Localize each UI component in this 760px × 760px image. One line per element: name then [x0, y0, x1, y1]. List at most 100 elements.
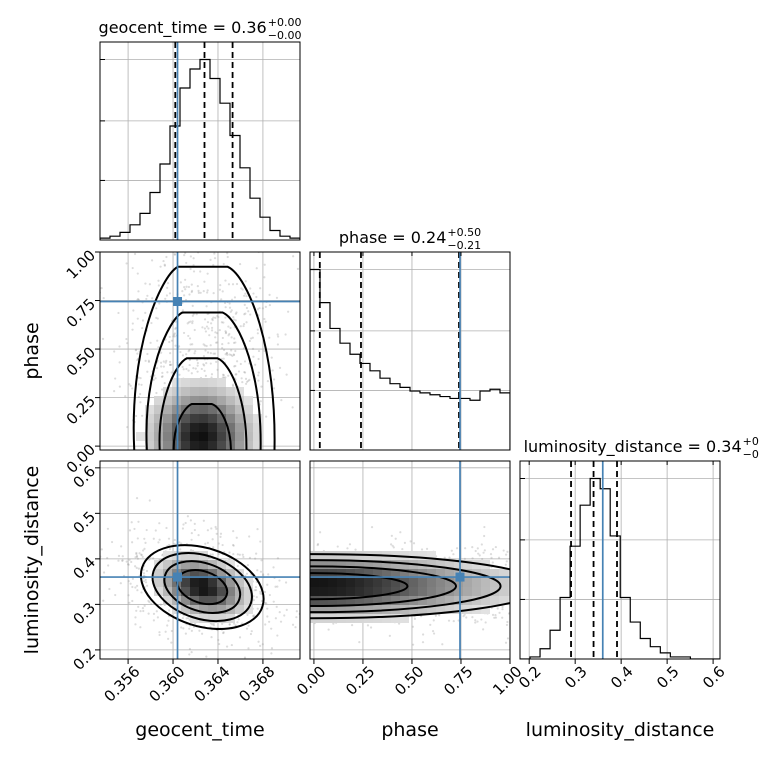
sample-point	[222, 357, 225, 360]
sample-point	[184, 252, 187, 255]
sample-point	[213, 252, 216, 255]
sample-point	[450, 549, 453, 552]
density-cell	[217, 614, 226, 623]
density-cell	[445, 596, 454, 605]
sample-point	[502, 549, 505, 552]
density-cell	[427, 569, 436, 578]
density-cell	[409, 551, 418, 560]
sample-point	[188, 363, 191, 367]
panel-frame	[309, 460, 511, 660]
sample-point	[276, 343, 279, 346]
density-cell	[418, 596, 427, 605]
contour-level-3	[139, 544, 265, 631]
sample-point	[295, 610, 298, 613]
sample-point	[185, 353, 188, 356]
x-tick-label: 0.50	[391, 663, 427, 699]
sample-point	[214, 341, 218, 344]
density-cell	[163, 405, 172, 414]
contour-level-0	[172, 403, 232, 450]
sample-point	[165, 255, 168, 259]
sample-point	[224, 306, 227, 309]
sample-point	[259, 590, 262, 593]
sample-point	[190, 124, 192, 126]
sample-point	[159, 361, 163, 364]
density-cell	[400, 587, 409, 596]
density-cell	[181, 396, 190, 405]
sample-point	[431, 630, 435, 633]
sample-point	[232, 318, 236, 321]
sample-point	[190, 289, 194, 292]
sample-point	[392, 546, 395, 549]
sample-point	[212, 624, 216, 627]
density-cell	[436, 605, 445, 614]
sample-point	[228, 332, 231, 336]
sample-point	[113, 350, 116, 353]
sample-point	[247, 624, 250, 627]
density-cell	[217, 432, 226, 441]
sample-point	[180, 626, 183, 629]
sample-point	[156, 339, 159, 342]
sample-point	[483, 525, 486, 529]
sample-point	[210, 329, 214, 332]
density-cell	[328, 551, 337, 560]
sample-point	[210, 373, 214, 376]
sample-point	[425, 547, 429, 550]
sample-point	[206, 321, 210, 324]
sample-point	[506, 620, 509, 624]
sample-point	[124, 395, 127, 398]
sample-point	[196, 285, 199, 288]
density-cell	[190, 423, 199, 432]
sample-point	[169, 363, 172, 367]
title-phase: phase = 0.24	[339, 228, 446, 247]
density-cell	[181, 387, 190, 396]
sample-point	[401, 547, 404, 551]
sample-point	[212, 292, 215, 295]
sample-point	[216, 368, 219, 371]
histogram-panel-geocent_time: geocent_time = 0.36 +0.00−0.00	[99, 16, 301, 241]
density-cell	[145, 423, 154, 432]
sample-point	[135, 348, 138, 351]
density-cell	[346, 587, 355, 596]
sample-point	[160, 365, 163, 368]
sample-point	[447, 619, 451, 622]
density-cell	[181, 569, 190, 578]
sample-point	[257, 640, 260, 643]
density-cell	[190, 441, 199, 450]
sample-point	[136, 557, 139, 560]
sample-point	[390, 534, 393, 537]
sample-point	[130, 560, 133, 564]
sample-point	[114, 593, 117, 597]
sample-point	[411, 643, 415, 646]
sample-point	[258, 306, 261, 310]
sample-point	[265, 602, 268, 605]
density-cell	[445, 560, 454, 569]
density-cell	[163, 423, 172, 432]
sample-point	[185, 367, 188, 371]
sample-point	[230, 353, 233, 357]
sample-point	[169, 352, 172, 355]
sample-point	[224, 331, 228, 334]
sample-point	[127, 580, 130, 583]
sample-point	[190, 538, 193, 541]
density-cell	[454, 605, 463, 614]
sample-point	[137, 376, 140, 379]
sample-point	[160, 375, 164, 378]
sample-point	[316, 543, 319, 547]
sample-point	[161, 375, 164, 378]
sample-point	[229, 326, 232, 330]
sample-point	[271, 369, 274, 372]
density-cell	[154, 423, 163, 432]
sample-point	[157, 541, 160, 544]
sample-point	[241, 288, 244, 291]
sample-point	[255, 596, 258, 599]
density-cell	[391, 614, 400, 623]
sample-point	[188, 203, 190, 205]
sample-point	[230, 349, 233, 352]
sample-point	[267, 573, 270, 576]
sample-point	[244, 382, 248, 385]
sample-point	[194, 367, 197, 370]
sample-point	[244, 312, 247, 315]
sample-point	[155, 225, 157, 227]
density-cell	[391, 596, 400, 605]
density-cell	[382, 569, 391, 578]
